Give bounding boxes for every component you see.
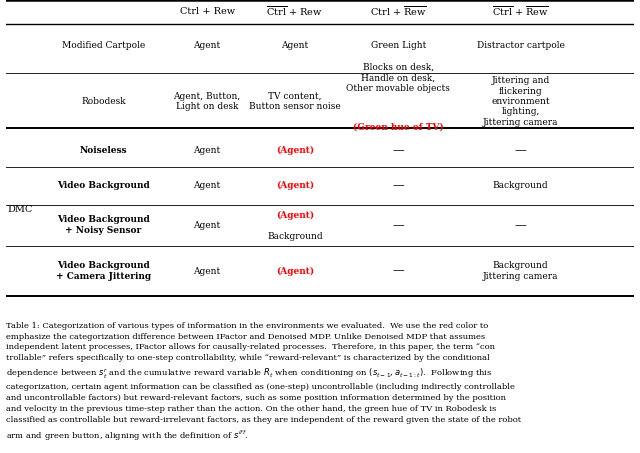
Text: —: — bbox=[392, 265, 404, 278]
Text: —: — bbox=[515, 219, 527, 231]
Text: Ctrl + $\overline{\mathregular{Rew}}$: Ctrl + $\overline{\mathregular{Rew}}$ bbox=[370, 4, 427, 18]
Text: —: — bbox=[392, 219, 404, 231]
Text: (Green hue of TV): (Green hue of TV) bbox=[353, 122, 444, 131]
Text: —: — bbox=[392, 144, 404, 157]
Text: Background
Jittering camera: Background Jittering camera bbox=[483, 261, 559, 281]
Text: $\overline{\mathregular{Ctrl}}$ + Rew: $\overline{\mathregular{Ctrl}}$ + Rew bbox=[266, 4, 323, 18]
Text: Table 1: Categorization of various types of information in the environments we e: Table 1: Categorization of various types… bbox=[6, 322, 522, 443]
Text: DMC: DMC bbox=[8, 205, 33, 214]
Text: Agent: Agent bbox=[282, 42, 308, 50]
Text: (Agent): (Agent) bbox=[276, 146, 314, 155]
Text: Agent: Agent bbox=[193, 221, 221, 230]
Text: Robodesk: Robodesk bbox=[81, 97, 126, 106]
Text: (Agent): (Agent) bbox=[276, 181, 314, 190]
Text: Modified Cartpole: Modified Cartpole bbox=[62, 42, 145, 50]
Text: Agent, Button,
Light on desk: Agent, Button, Light on desk bbox=[173, 92, 241, 111]
Text: Noiseless: Noiseless bbox=[80, 146, 127, 155]
Text: Agent: Agent bbox=[193, 146, 221, 155]
Text: TV content,
Button sensor noise: TV content, Button sensor noise bbox=[249, 92, 340, 111]
Text: Distractor cartpole: Distractor cartpole bbox=[477, 42, 564, 50]
Text: (Agent): (Agent) bbox=[276, 266, 314, 276]
Text: Background: Background bbox=[267, 232, 323, 241]
Text: Ctrl + Rew: Ctrl + Rew bbox=[180, 7, 235, 15]
Text: Agent: Agent bbox=[193, 181, 221, 190]
Text: —: — bbox=[515, 144, 527, 157]
Text: Background: Background bbox=[493, 181, 548, 190]
Text: Agent: Agent bbox=[193, 267, 221, 275]
Text: Blocks on desk,
Handle on desk,
Other movable objects: Blocks on desk, Handle on desk, Other mo… bbox=[346, 63, 451, 92]
Text: $\overline{\mathregular{Ctrl}}$ + $\overline{\mathregular{Rew}}$: $\overline{\mathregular{Ctrl}}$ + $\over… bbox=[492, 4, 549, 18]
Text: (Agent): (Agent) bbox=[276, 211, 314, 220]
Text: Green Light: Green Light bbox=[371, 42, 426, 50]
Text: Jittering and
flickering
environment
lighting,
Jittering camera: Jittering and flickering environment lig… bbox=[483, 76, 559, 127]
Text: Video Background: Video Background bbox=[57, 181, 150, 190]
Text: Video Background
+ Camera Jittering: Video Background + Camera Jittering bbox=[56, 261, 151, 281]
Text: Video Background
+ Noisy Sensor: Video Background + Noisy Sensor bbox=[57, 216, 150, 235]
Text: Agent: Agent bbox=[193, 42, 221, 50]
Text: —: — bbox=[392, 179, 404, 192]
